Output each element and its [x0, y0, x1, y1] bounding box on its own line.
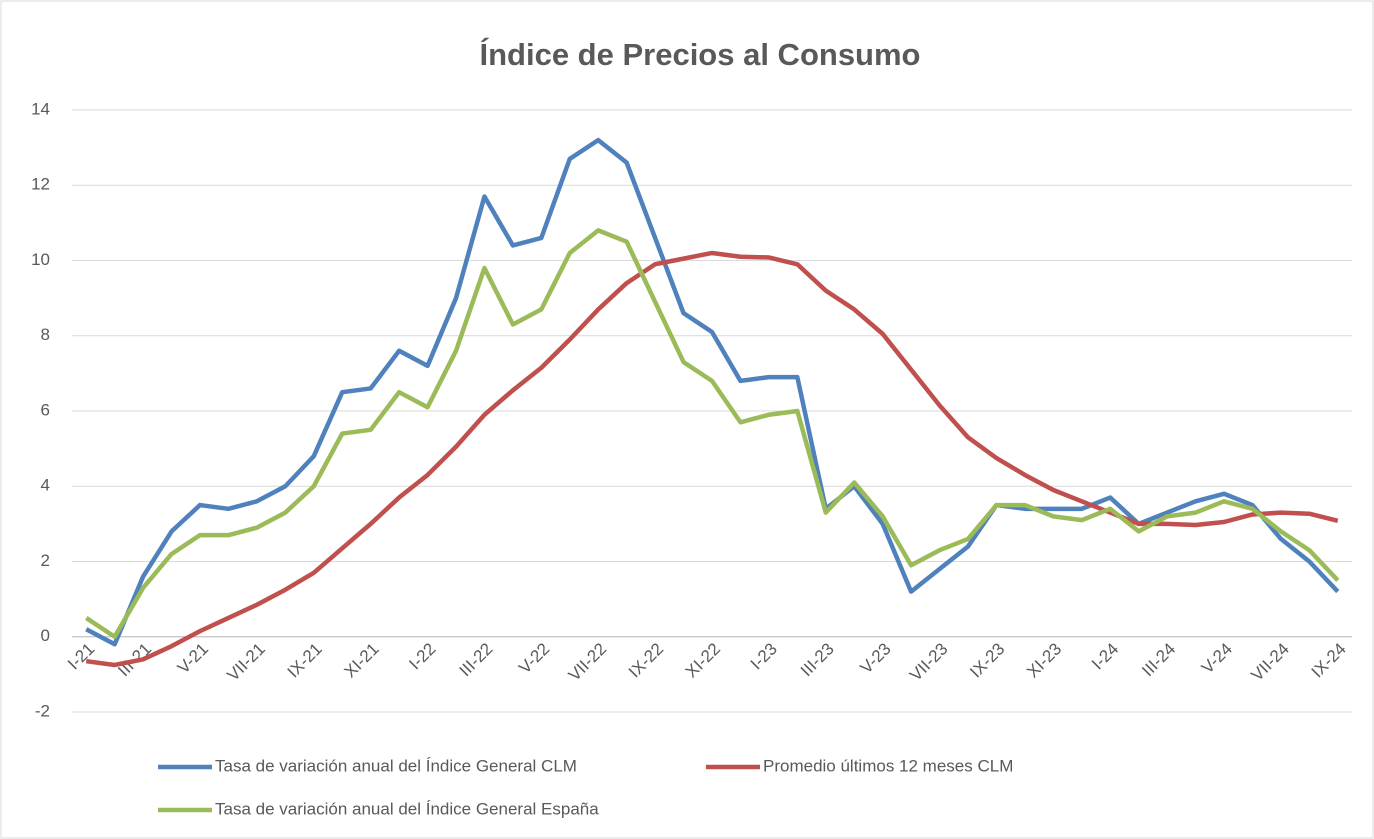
y-tick-label: 12 [31, 175, 50, 194]
y-tick-label: 2 [41, 551, 50, 570]
y-tick-label: 10 [31, 250, 50, 269]
series-line [85, 137, 1340, 647]
y-tick-label: 14 [31, 99, 50, 118]
legend-label: Tasa de variación anual del Índice Gener… [215, 799, 599, 818]
series-line [84, 228, 1340, 639]
chart-title: Índice de Precios al Consumo [479, 37, 920, 72]
y-tick-label: 4 [41, 476, 50, 495]
legend-label: Promedio últimos 12 meses CLM [763, 756, 1013, 775]
y-tick-label: 8 [41, 325, 50, 344]
y-tick-label: -2 [35, 701, 50, 720]
y-tick-label: 6 [41, 400, 50, 419]
y-tick-label: 0 [41, 626, 50, 645]
series-line [85, 250, 1339, 668]
legend-label: Tasa de variación anual del Índice Gener… [215, 756, 577, 775]
